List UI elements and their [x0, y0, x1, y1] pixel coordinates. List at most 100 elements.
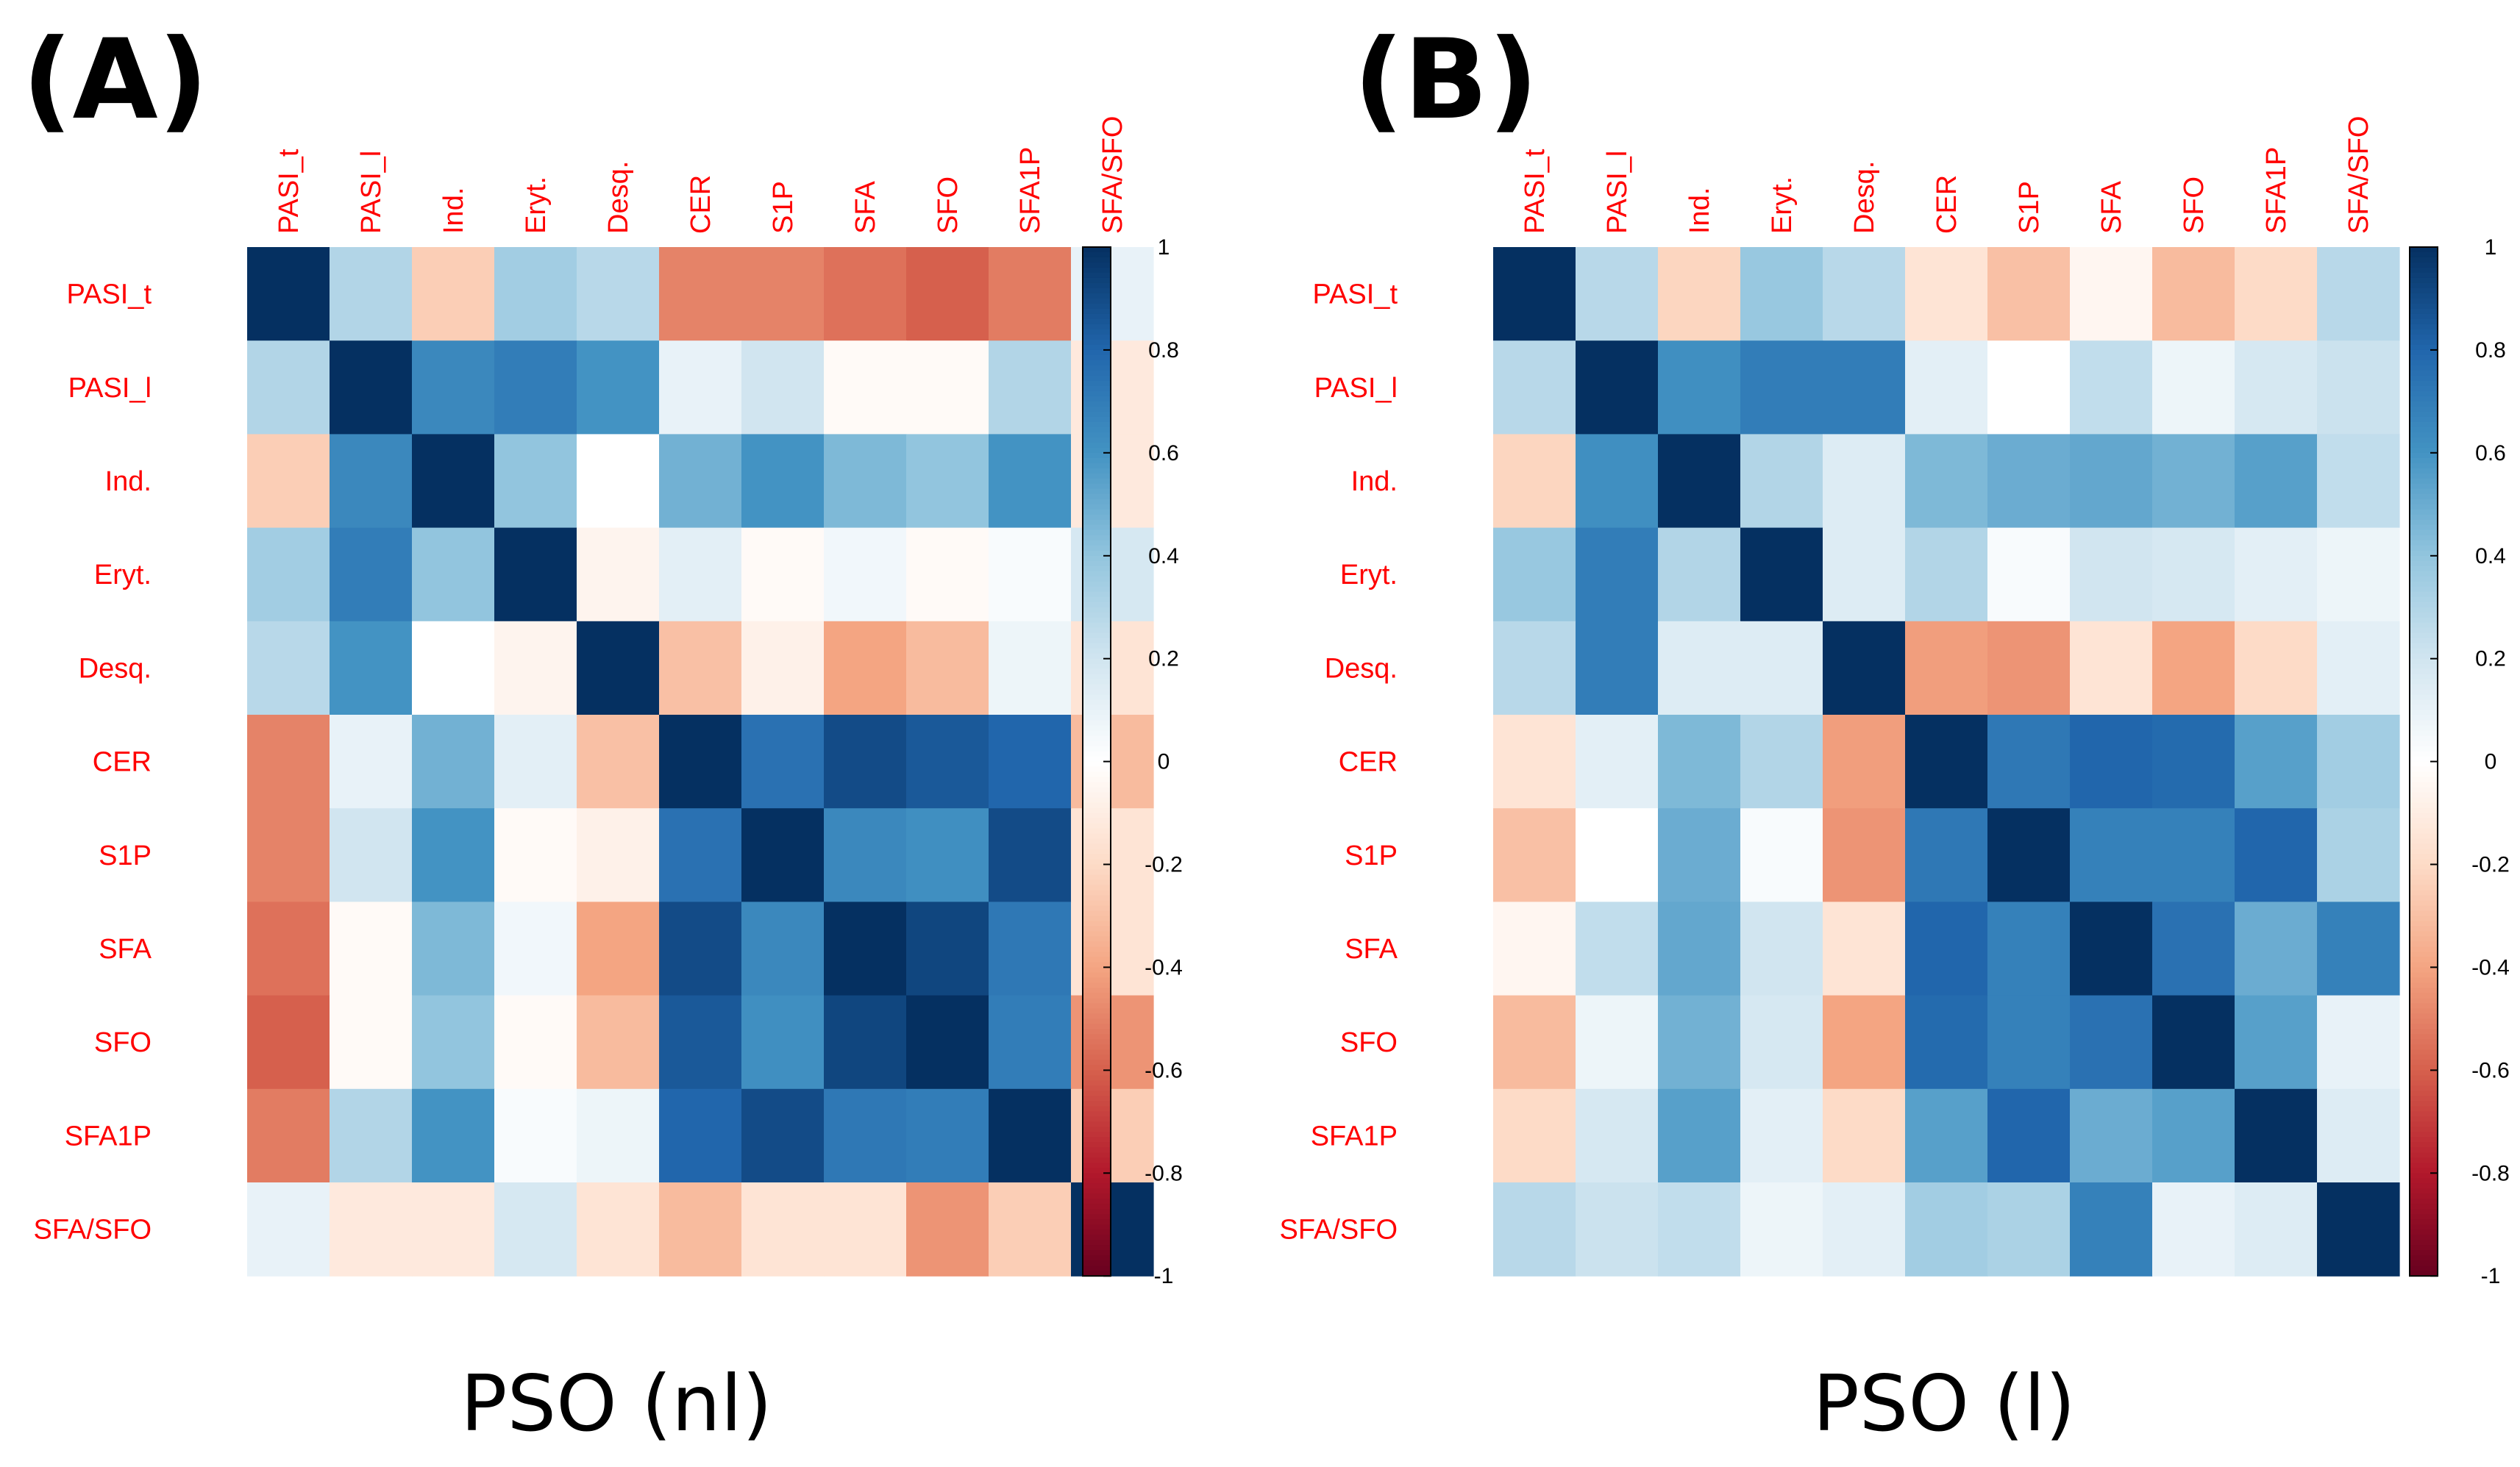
colorbar-segment-b [2410, 890, 2438, 896]
colorbar-segment-b [2410, 318, 2438, 325]
heatmap-cell-b-ind-cer [1905, 434, 1988, 529]
colorbar-segment-a [1083, 483, 1111, 490]
row-label-b-pasi-t: PASI_t [1313, 279, 1398, 310]
heatmap-cell-b-sfa1p-pasi-l [1576, 1088, 1659, 1183]
colorbar-segment-b [2410, 483, 2438, 490]
colorbar-segment-a [1083, 586, 1111, 593]
colorbar-segment-a [1083, 576, 1111, 582]
heatmap-cell-a-eryt-sfo [906, 527, 989, 622]
heatmap-cell-a-s1p-sfa [824, 808, 907, 902]
heatmap-cell-a-desq-pasi-l [330, 621, 413, 715]
colorbar-segment-a [1083, 540, 1111, 546]
colorbar-segment-a [1083, 740, 1111, 747]
heatmap-cell-b-s1p-ind [1658, 808, 1741, 902]
heatmap-cell-a-eryt-ind [412, 527, 495, 622]
heatmap-cell-a-eryt-s1p [741, 527, 825, 622]
heatmap-cell-b-ind-eryt [1740, 434, 1823, 529]
colorbar-segment-b [2410, 1188, 2438, 1194]
column-label-a-sfa: SFA [850, 181, 881, 234]
colorbar-segment-b [2410, 308, 2438, 315]
heatmap-cell-b-sfa-cer [1905, 902, 1988, 996]
colorbar-segment-a [1083, 298, 1111, 304]
heatmap-cell-b-ind-ind [1658, 434, 1741, 529]
row-label-b-desq: Desq. [1325, 653, 1398, 684]
colorbar-segment-a [1083, 905, 1111, 912]
colorbar-segment-b [2410, 262, 2438, 268]
colorbar-segment-b [2410, 735, 2438, 742]
colorbar-segment-b [2410, 396, 2438, 402]
heatmap-cell-a-sfo-pasi-t [247, 995, 330, 1090]
heatmap-cell-b-eryt-pasi-l [1576, 527, 1659, 622]
colorbar-segment-b [2410, 514, 2438, 521]
colorbar-segment-b [2410, 818, 2438, 824]
heatmap-cell-a-sfa-eryt [494, 902, 577, 996]
heatmap-cell-a-cer-desq [577, 715, 660, 809]
row-label-a-sfo: SFO [94, 1027, 152, 1058]
colorbar-segment-b [2410, 1219, 2438, 1225]
colorbar-segment-a [1083, 324, 1111, 330]
colorbar-segment-b [2410, 1173, 2438, 1179]
heatmap-cell-b-desq-s1p [1987, 621, 2071, 715]
colorbar-segment-a [1083, 946, 1111, 953]
heatmap-cell-a-pasi-t-pasi-t [247, 247, 330, 341]
colorbar-segment-b [2410, 457, 2438, 464]
colorbar-segment-a [1083, 993, 1111, 999]
column-label-a-sfo: SFO [933, 176, 964, 234]
heatmap-cell-b-pasi-l-eryt [1740, 340, 1823, 435]
heatmap-cell-a-sfa-sfo-pasi-t [247, 1182, 330, 1277]
colorbar-segment-a [1083, 421, 1111, 428]
colorbar-segment-a [1083, 303, 1111, 310]
heatmap-cell-a-eryt-sfa1p [989, 527, 1072, 622]
colorbar-segment-a [1083, 663, 1111, 670]
heatmap-cell-b-ind-pasi-l [1576, 434, 1659, 529]
heatmap-cell-b-eryt-sfa1p [2235, 527, 2318, 622]
colorbar-segment-a [1083, 339, 1111, 346]
colorbar-segment-a [1083, 1049, 1111, 1055]
heatmap-panel-b: PASI_t PASI_l Ind. Eryt. Desq. CER S1P SFA SFO SF… [1280, 116, 2510, 1289]
colorbar-segment-a [1083, 488, 1111, 495]
heatmap-panel-a: PASI_t PASI_l Ind. Eryt. Desq. CER S1P SFA SFO SF… [34, 116, 1183, 1289]
column-label-b-ind: Ind. [1684, 188, 1715, 234]
heatmap-cell-b-desq-pasi-l [1576, 621, 1659, 715]
colorbar-segment-b [2410, 941, 2438, 948]
colorbar-segment-b [2410, 375, 2438, 382]
column-label-b-sfa1p: SFA1P [2261, 147, 2292, 234]
colorbar-segment-a [1083, 581, 1111, 588]
colorbar-segment-b [2410, 602, 2438, 608]
colorbar-segment-a [1083, 782, 1111, 788]
heatmap-cell-b-s1p-pasi-t [1493, 808, 1576, 902]
column-label-b-s1p: S1P [2014, 181, 2045, 234]
colorbar-segment-b [2410, 370, 2438, 376]
heatmap-cell-b-sfo-pasi-l [1576, 995, 1659, 1090]
heatmap-cell-b-sfa1p-sfa-sfo [2317, 1088, 2400, 1183]
row-label-a-sfa-sfo: SFA/SFO [34, 1215, 152, 1246]
heatmap-cell-a-cer-pasi-l [330, 715, 413, 809]
colorbar-segment-a [1083, 1224, 1111, 1230]
colorbar-segment-a [1083, 545, 1111, 552]
heatmap-cell-a-sfa-pasi-l [330, 902, 413, 996]
colorbar-segment-a [1083, 1173, 1111, 1179]
colorbar-segment-a [1083, 318, 1111, 325]
heatmap-cell-a-sfo-cer [659, 995, 742, 1090]
colorbar-segment-a [1083, 1142, 1111, 1148]
heatmap-cell-a-pasi-l-cer [659, 340, 742, 435]
colorbar-segment-a [1083, 1085, 1111, 1091]
heatmap-cell-b-eryt-eryt [1740, 527, 1823, 622]
colorbar-segment-a [1083, 941, 1111, 948]
colorbar-segment-a [1083, 1044, 1111, 1050]
colorbar-segment-b [2410, 1029, 2438, 1035]
colorbar-segment-b [2410, 447, 2438, 454]
heatmap-cell-a-sfa-cer [659, 902, 742, 996]
column-label-b-pasi-l: PASI_l [1602, 151, 1633, 234]
colorbar-segment-a [1083, 529, 1111, 536]
colorbar-segment-a [1083, 874, 1111, 881]
heatmap-cell-b-sfa1p-cer [1905, 1088, 1988, 1183]
colorbar-tick-label-a: 0.2 [1148, 647, 1179, 671]
colorbar-segment-b [2410, 586, 2438, 593]
colorbar-segment-b [2410, 1224, 2438, 1230]
heatmap-cell-b-ind-pasi-t [1493, 434, 1576, 529]
colorbar-segment-a [1083, 252, 1111, 258]
heatmap-cell-a-sfo-s1p [741, 995, 825, 1090]
colorbar-segment-a [1083, 988, 1111, 994]
colorbar-segment-a [1083, 684, 1111, 690]
